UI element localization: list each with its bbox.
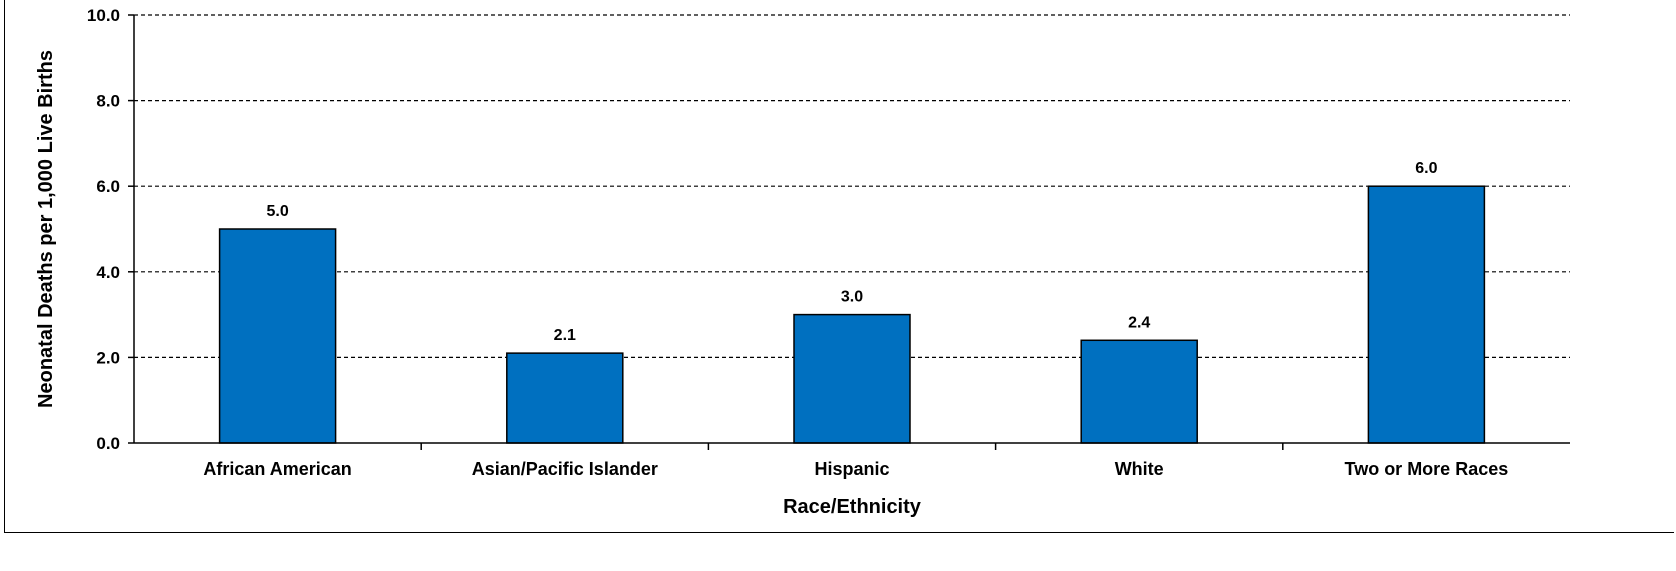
y-tick-label: 10.0 <box>87 6 120 25</box>
gridlines <box>134 14 1570 358</box>
y-tick-label: 8.0 <box>96 92 120 111</box>
x-category-label: African American <box>203 459 351 479</box>
y-tick-label: 2.0 <box>96 348 120 367</box>
x-category-label: White <box>1115 459 1164 479</box>
y-tick-label: 4.0 <box>96 263 120 282</box>
x-category-label: Hispanic <box>814 459 889 479</box>
chart-frame <box>4 0 1674 533</box>
y-tick-label: 0.0 <box>96 434 120 453</box>
data-label: 2.1 <box>554 327 576 344</box>
data-label: 3.0 <box>841 289 863 306</box>
data-label: 6.0 <box>1415 160 1437 177</box>
data-label: 2.4 <box>1128 314 1150 331</box>
x-category-label: Asian/Pacific Islander <box>472 459 658 479</box>
bar-asian-pacific-islander <box>506 352 624 444</box>
x-category-label: Two or More Races <box>1345 459 1509 479</box>
bar-hispanic <box>793 313 911 444</box>
axes <box>128 14 1570 450</box>
data-label: 5.0 <box>266 203 288 220</box>
bar-african-american <box>218 228 337 444</box>
bars <box>218 185 1486 444</box>
x-axis-title: Race/Ethnicity <box>783 496 922 518</box>
bar-two-or-more-races <box>1367 185 1486 444</box>
y-tick-label: 6.0 <box>96 177 120 196</box>
bar-white <box>1080 339 1198 444</box>
y-axis-title: Neonatal Deaths per 1,000 Live Births <box>35 50 57 408</box>
labels: 0.0 2.0 4.0 6.0 8.0 10.0 5.0 African American 2.… <box>87 6 1508 479</box>
